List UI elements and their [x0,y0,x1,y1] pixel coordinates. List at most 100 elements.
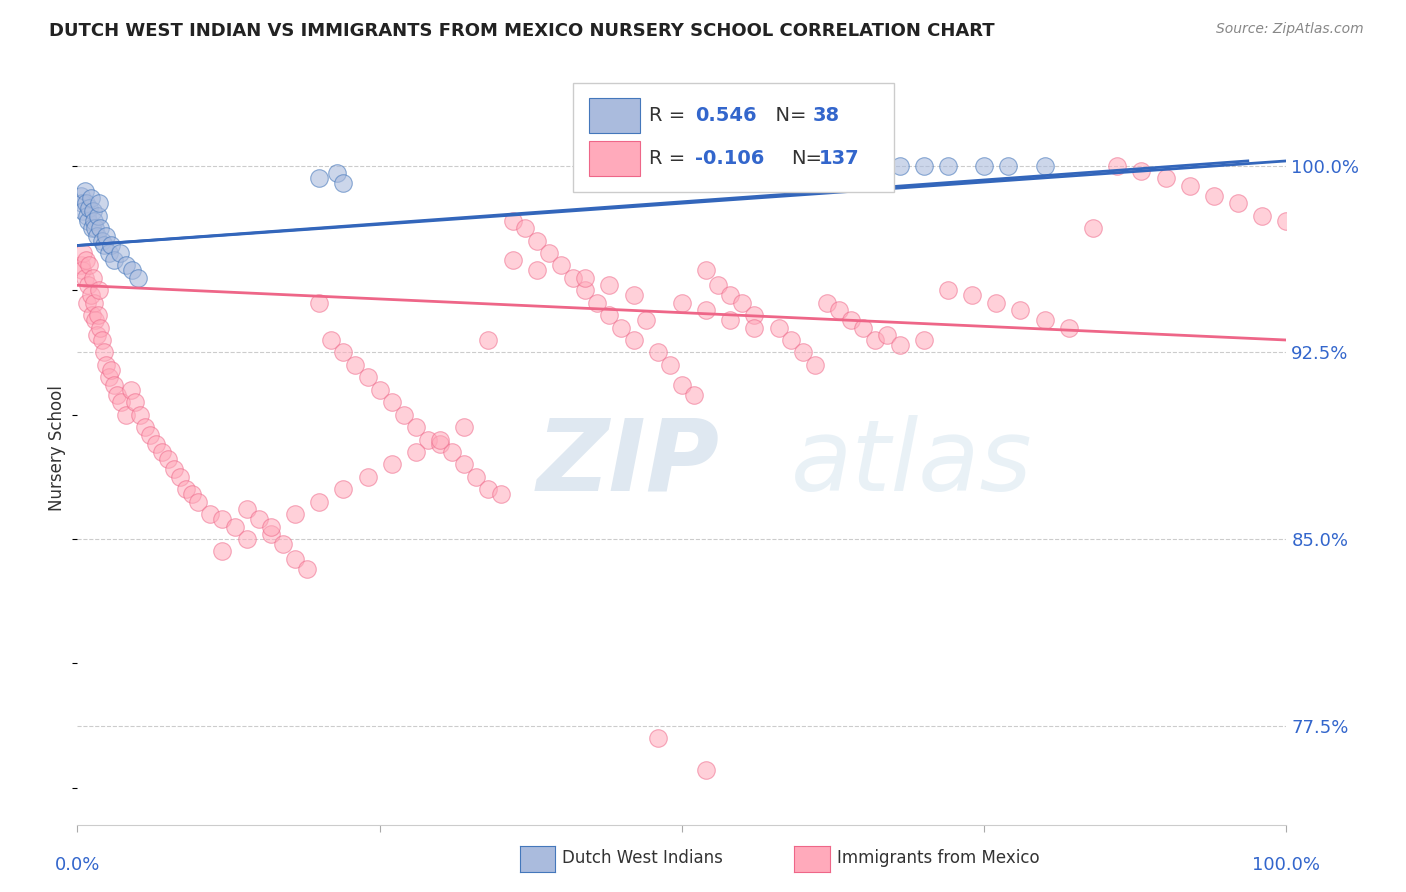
Point [114,408,136,422]
Point [598,278,620,293]
Point [87,283,110,297]
Point [453,420,475,434]
Point [986,295,1008,310]
Point [77,213,100,227]
Point [381,395,404,409]
Point [79,288,101,302]
Point [321,333,343,347]
Text: 137: 137 [818,149,859,169]
Point [108,246,131,260]
Point [89,320,111,334]
Point [356,470,378,484]
Point [876,328,898,343]
Point [623,333,645,347]
Text: 100.0%: 100.0% [1253,855,1320,873]
Point [1081,221,1104,235]
Point [87,308,110,322]
Point [76,209,98,223]
Point [103,253,125,268]
Point [960,288,983,302]
Point [93,238,115,252]
Point [70,259,93,273]
Point [392,408,415,422]
Point [80,221,103,235]
Point [73,270,96,285]
Point [100,238,122,252]
Text: 0.546: 0.546 [695,106,756,126]
Point [707,278,730,293]
Point [768,320,790,334]
Point [731,295,754,310]
Point [598,308,620,322]
Text: -0.106: -0.106 [695,149,765,169]
Y-axis label: Nursery School: Nursery School [48,385,66,511]
Point [574,283,596,297]
Point [405,420,427,434]
Point [586,295,609,310]
Point [344,358,367,372]
Point [332,345,354,359]
Point [260,519,283,533]
Point [105,388,128,402]
Point [718,288,741,302]
Point [502,253,524,268]
Point [211,544,233,558]
Point [489,487,512,501]
Point [174,483,197,497]
Point [465,470,488,484]
Point [70,188,93,202]
Point [80,308,103,322]
Point [124,395,146,409]
Point [260,527,283,541]
Point [145,437,167,451]
Point [224,519,246,533]
Point [1178,178,1201,193]
Point [658,358,681,372]
Point [671,377,693,392]
Point [75,253,97,268]
Point [1227,196,1250,211]
Point [87,196,110,211]
Point [86,228,108,243]
Text: N=: N= [763,106,807,126]
Point [405,445,427,459]
Text: ZIP: ZIP [537,415,720,512]
Point [502,213,524,227]
Point [526,234,548,248]
Point [90,234,112,248]
Point [1154,171,1177,186]
Point [97,246,120,260]
Point [815,295,838,310]
Point [76,295,98,310]
Point [97,370,120,384]
Point [70,196,93,211]
Point [83,295,105,310]
Point [271,537,294,551]
Point [295,562,318,576]
Point [513,221,536,235]
Point [129,408,152,422]
Point [235,502,257,516]
Point [839,313,862,327]
Point [1251,209,1274,223]
Point [683,388,706,402]
FancyBboxPatch shape [589,142,640,176]
Point [1202,188,1225,202]
Point [634,313,657,327]
Point [973,159,995,173]
Point [308,171,330,186]
Point [79,201,101,215]
Text: 38: 38 [813,106,839,126]
Point [1057,320,1080,334]
Point [83,213,105,227]
Point [284,507,307,521]
Point [477,333,499,347]
Point [93,345,115,359]
Point [120,383,142,397]
Point [84,313,107,327]
Point [610,320,633,334]
Point [846,159,869,173]
Text: R =: R = [650,149,692,169]
Point [150,445,173,459]
Point [744,320,766,334]
